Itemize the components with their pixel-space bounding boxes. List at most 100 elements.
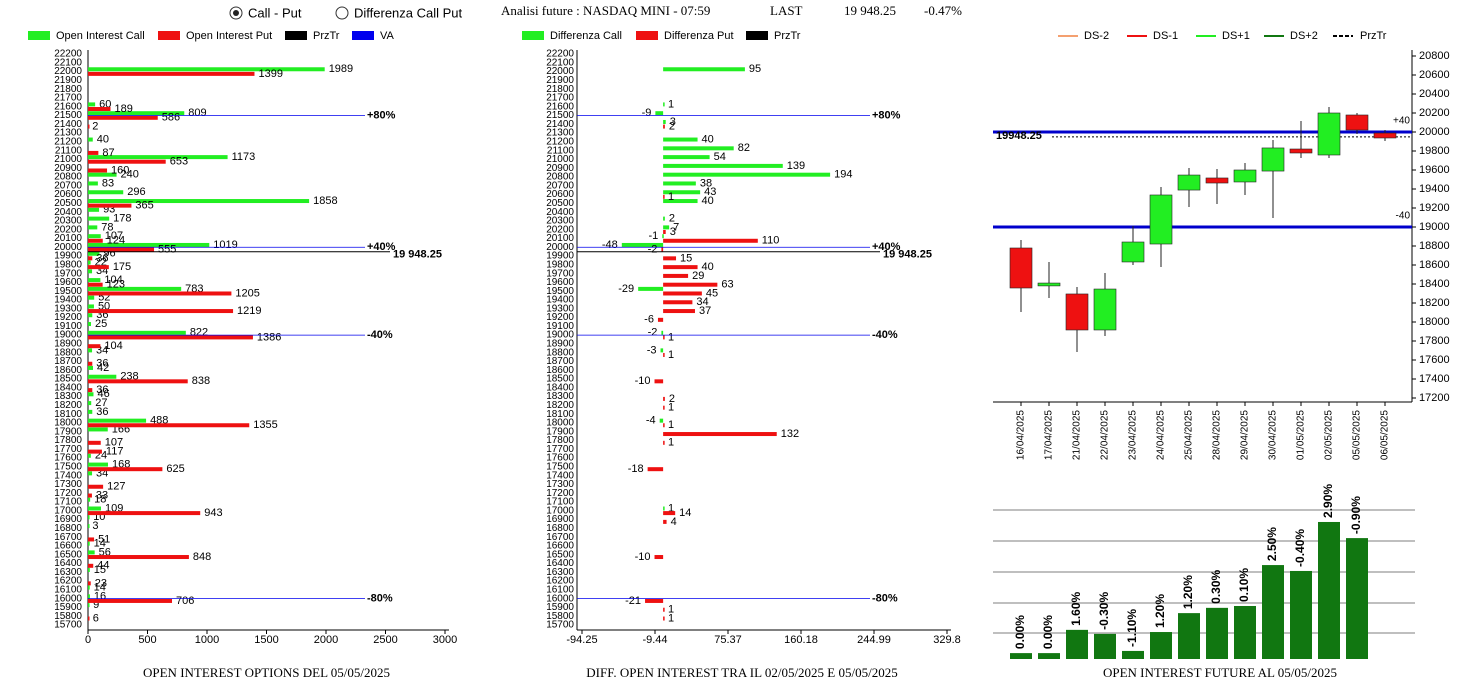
bar <box>88 265 109 270</box>
value-label: 175 <box>113 261 131 273</box>
bar <box>663 335 665 340</box>
value-label: 2 <box>669 120 675 132</box>
bar <box>88 282 103 287</box>
value-label: -10 <box>635 375 651 387</box>
y-tick-label: 17200 <box>1419 392 1450 404</box>
value-label: 123 <box>107 279 125 291</box>
candle-body <box>1065 293 1089 331</box>
y-tick-label: 22200 <box>54 49 82 60</box>
y-tick-label: 17600 <box>54 453 82 464</box>
y-tick-label: 21300 <box>54 128 82 139</box>
bar <box>661 247 664 252</box>
y-tick-label: 22000 <box>54 66 82 77</box>
candle-body <box>1177 174 1201 191</box>
bar <box>88 467 163 472</box>
value-label: 23 <box>95 577 107 589</box>
bar <box>88 102 96 107</box>
value-label: 2 <box>669 213 675 225</box>
legend-swatch <box>522 31 544 40</box>
value-label: 40 <box>702 261 714 273</box>
y-tick-label: 18000 <box>546 418 574 429</box>
bar <box>88 550 95 555</box>
value-label: -9 <box>642 107 652 119</box>
y-tick-label: 17300 <box>54 479 82 490</box>
value-label: 7 <box>673 221 679 233</box>
value-label: 82 <box>738 142 750 154</box>
bar <box>647 467 664 472</box>
radio[interactable] <box>335 6 349 20</box>
radio-label[interactable]: Differenza Call Put <box>354 5 463 20</box>
bar <box>88 524 90 529</box>
radio-label[interactable]: Call - Put <box>248 5 302 20</box>
value-label: -48 <box>602 239 618 251</box>
bar <box>88 585 90 590</box>
bar <box>645 598 664 603</box>
y-tick-label: 18900 <box>54 339 82 350</box>
y-tick-label: 19000 <box>546 330 574 341</box>
x-tick-label: 21/04/2025 <box>1072 410 1083 460</box>
x-tick-label: 22/04/2025 <box>1100 410 1111 460</box>
bar <box>663 511 676 516</box>
y-tick-label: 21300 <box>546 128 574 139</box>
bar <box>662 234 664 239</box>
legend-label: Open Interest Call <box>56 30 145 42</box>
bar <box>88 286 182 291</box>
value-label: -6 <box>644 314 654 326</box>
y-tick-label: 19700 <box>54 268 82 279</box>
x-tick-label: 75.37 <box>714 634 742 646</box>
price-label: 19948.25 <box>996 130 1042 142</box>
value-label: 1019 <box>213 239 237 251</box>
value-label: 3 <box>92 520 98 532</box>
x-tick-label: 3000 <box>433 634 457 646</box>
bar <box>88 67 325 72</box>
bar <box>661 330 664 335</box>
legend-label: Differenza Call <box>550 30 622 42</box>
y-tick-label: 17000 <box>54 505 82 516</box>
y-tick-label: 19800 <box>54 259 82 270</box>
bar <box>663 300 693 305</box>
y-tick-label: 17700 <box>54 444 82 455</box>
value-label: 365 <box>135 200 153 212</box>
y-tick-label: 18700 <box>54 356 82 367</box>
value-label: 586 <box>162 112 180 124</box>
bar <box>663 216 665 221</box>
bar <box>88 563 94 568</box>
bar <box>663 172 831 177</box>
y-tick-label: 21200 <box>54 136 82 147</box>
y-tick-label: 19100 <box>54 321 82 332</box>
bar <box>88 111 185 116</box>
bar <box>663 432 777 437</box>
y-tick-label: 20900 <box>54 163 82 174</box>
bar <box>663 225 670 230</box>
bar <box>663 607 665 612</box>
value-label: 1173 <box>232 151 256 163</box>
y-tick-label: 21600 <box>546 101 574 112</box>
bar <box>88 107 111 112</box>
bar <box>638 286 664 291</box>
bar <box>1262 565 1284 659</box>
y-tick-label: 19600 <box>546 277 574 288</box>
y-tick-label: 16800 <box>54 523 82 534</box>
bar <box>1094 633 1116 659</box>
level-label: +40 <box>1393 116 1410 127</box>
value-label: 555 <box>158 243 176 255</box>
value-label: 625 <box>166 463 184 475</box>
bar <box>88 471 93 476</box>
value-label: 14 <box>679 507 691 519</box>
y-tick-label: 18300 <box>546 391 574 402</box>
x-tick-label: 25/04/2025 <box>1184 410 1195 460</box>
bar <box>88 497 91 502</box>
x-tick-label: 500 <box>138 634 156 646</box>
y-tick-label: 16400 <box>546 558 574 569</box>
bar <box>663 265 698 270</box>
value-label: 37 <box>699 305 711 317</box>
value-label: -3 <box>647 344 657 356</box>
y-tick-label: 18100 <box>54 409 82 420</box>
y-tick-label: 20400 <box>546 207 574 218</box>
y-tick-label: 21700 <box>546 93 574 104</box>
bar <box>1038 653 1060 659</box>
bar <box>88 440 101 445</box>
bar <box>660 348 664 353</box>
value-label: 178 <box>113 213 131 225</box>
